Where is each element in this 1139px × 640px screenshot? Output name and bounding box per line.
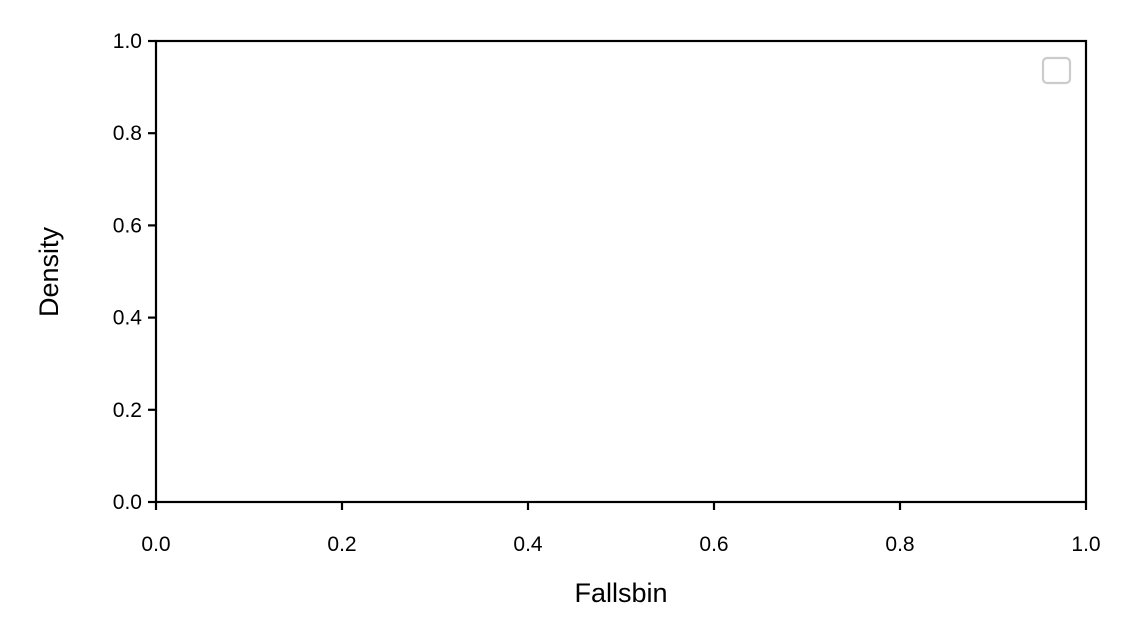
y-tick-label: 0.6 xyxy=(113,214,142,237)
y-tick-label: 0.2 xyxy=(113,399,142,422)
x-axis-label: Fallsbin xyxy=(574,578,667,608)
y-tick-label: 1.0 xyxy=(113,30,142,53)
x-tick-label: 0.8 xyxy=(885,533,914,556)
x-tick-label: 0.4 xyxy=(513,533,543,556)
x-tick-label: 0.2 xyxy=(327,533,356,556)
y-tick-label: 0.4 xyxy=(113,307,143,330)
x-axis-ticks: 0.0 0.2 0.4 0.6 0.8 1.0 xyxy=(141,502,1101,556)
y-tick-label: 0.0 xyxy=(113,491,142,514)
y-tick-label: 0.8 xyxy=(113,122,142,145)
x-tick-label: 0.0 xyxy=(141,533,170,556)
y-axis-label: Density xyxy=(34,226,64,317)
legend-box xyxy=(1041,56,1072,85)
x-tick-label: 1.0 xyxy=(1071,533,1100,556)
plot-area-frame xyxy=(154,39,1088,504)
y-axis-ticks: 0.0 0.2 0.4 0.6 0.8 1.0 xyxy=(113,30,156,514)
x-tick-label: 0.6 xyxy=(699,533,728,556)
